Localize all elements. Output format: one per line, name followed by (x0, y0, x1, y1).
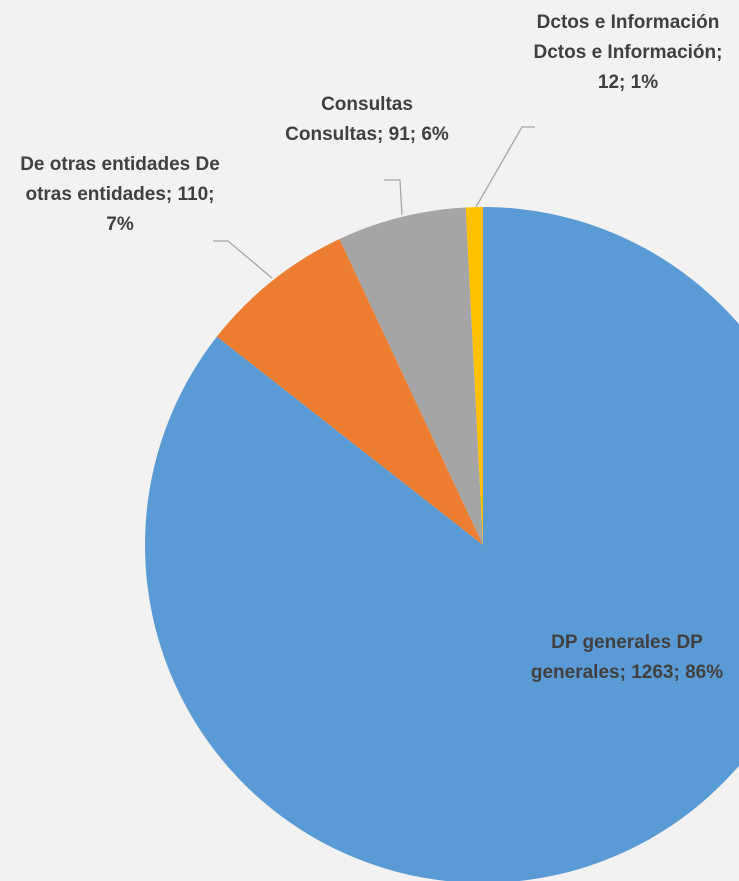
pie-slice (216, 238, 483, 545)
data-label: Dctos e Información Dctos e Información;… (533, 12, 723, 93)
pie-slice (339, 207, 483, 545)
pie-slice (145, 207, 739, 881)
leader-line (384, 179, 403, 216)
data-label: DP generales DP generales; 1263; 86% (530, 632, 724, 683)
pie-slice (465, 207, 483, 545)
data-label: De otras entidades De otras entidades; 1… (20, 154, 220, 235)
leader-line (213, 240, 273, 279)
leader-line (475, 126, 535, 208)
data-label: Consultas Consultas; 91; 6% (285, 94, 449, 145)
